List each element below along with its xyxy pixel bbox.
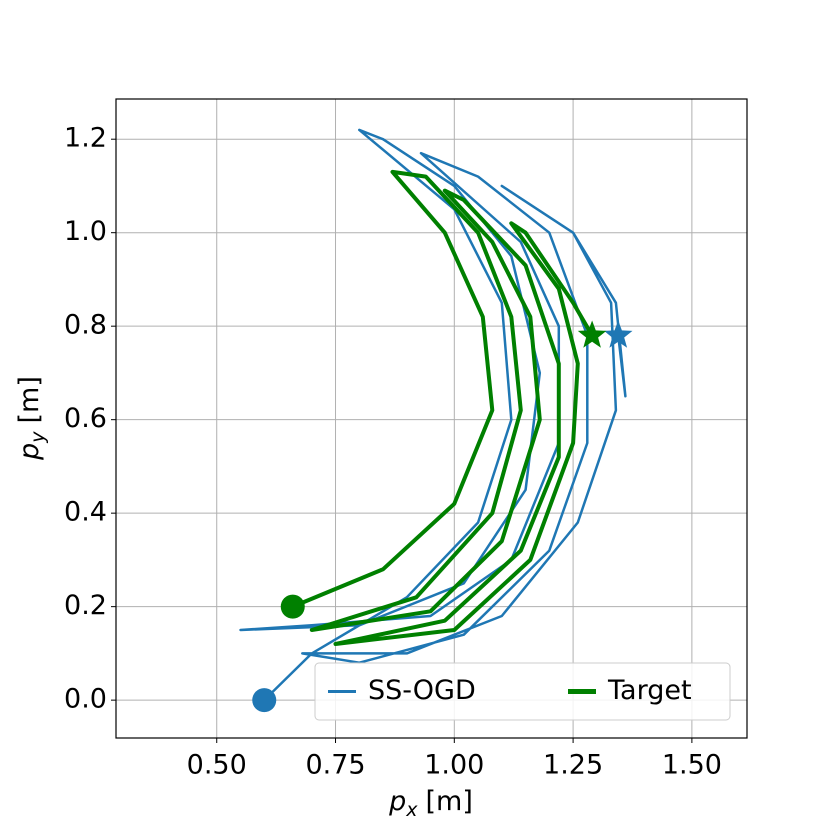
y-axis-label: py [m] <box>14 376 49 461</box>
x-tick-label: 1.50 <box>662 750 722 781</box>
y-tick-label: 0.0 <box>64 684 107 715</box>
legend-box <box>314 662 731 721</box>
end-marker <box>577 320 607 348</box>
end-marker <box>604 320 633 348</box>
series-line <box>239 128 627 701</box>
y-label-unit: [m] <box>14 376 45 423</box>
x-label-base: p <box>388 786 406 817</box>
start-marker <box>252 688 277 713</box>
ticks: 0.50 0.75 1.00 1.25 1.50 0.0 0.2 0.4 0.6 0.8 1.0 1.… <box>64 123 722 781</box>
y-tick-label: 0.4 <box>64 497 107 528</box>
y-tick-label: 0.6 <box>64 403 107 434</box>
x-tick-label: 1.00 <box>424 750 484 781</box>
start-marker <box>280 594 305 619</box>
y-label-base: p <box>14 443 45 461</box>
y-tick-label: 0.2 <box>64 590 107 621</box>
plot-area <box>239 128 633 713</box>
x-tick-label: 0.75 <box>305 750 365 781</box>
y-tick-label: 1.0 <box>64 216 107 247</box>
x-tick-label: 1.25 <box>543 750 603 781</box>
legend: SS-OGD Target <box>314 662 731 721</box>
axes-frame <box>115 98 748 739</box>
x-label-unit: [m] <box>426 786 473 817</box>
x-label-sub: x <box>405 799 418 821</box>
legend-label: SS-OGD <box>368 675 476 706</box>
y-tick-label: 0.8 <box>64 310 107 341</box>
y-tick-label: 1.2 <box>64 123 107 154</box>
x-axis-label: px [m] <box>388 786 473 821</box>
x-tick-label: 0.50 <box>187 750 247 781</box>
y-label-sub: y <box>27 431 49 444</box>
legend-label: Target <box>607 675 692 706</box>
series-line <box>292 169 594 646</box>
